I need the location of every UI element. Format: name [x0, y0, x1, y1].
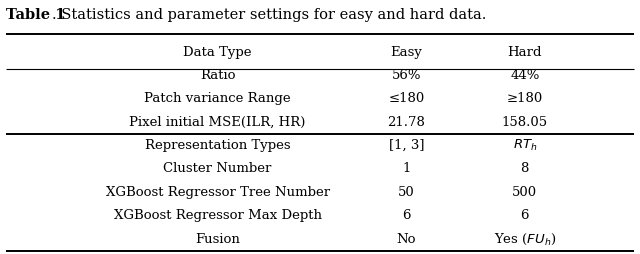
Text: 6: 6 — [402, 209, 411, 222]
Text: 158.05: 158.05 — [502, 116, 548, 129]
Text: 1: 1 — [402, 162, 411, 176]
Text: 8: 8 — [520, 162, 529, 176]
Text: 500: 500 — [512, 186, 538, 199]
Text: ≥180: ≥180 — [507, 92, 543, 105]
Text: ≤180: ≤180 — [388, 92, 424, 105]
Text: Ratio: Ratio — [200, 69, 236, 82]
Text: . Statistics and parameter settings for easy and hard data.: . Statistics and parameter settings for … — [52, 8, 487, 22]
Text: Cluster Number: Cluster Number — [163, 162, 272, 176]
Text: 21.78: 21.78 — [387, 116, 426, 129]
Text: Patch variance Range: Patch variance Range — [144, 92, 291, 105]
Text: Table 1: Table 1 — [6, 8, 66, 22]
Text: Hard: Hard — [508, 45, 542, 59]
Text: XGBoost Regressor Tree Number: XGBoost Regressor Tree Number — [106, 186, 330, 199]
Text: No: No — [397, 232, 416, 246]
Text: $\mathit{RT}_h$: $\mathit{RT}_h$ — [513, 138, 537, 153]
Text: 6: 6 — [520, 209, 529, 222]
Text: 50: 50 — [398, 186, 415, 199]
Text: XGBoost Regressor Max Depth: XGBoost Regressor Max Depth — [114, 209, 322, 222]
Text: Easy: Easy — [390, 45, 422, 59]
Text: Data Type: Data Type — [183, 45, 252, 59]
Text: Pixel initial MSE(ILR, HR): Pixel initial MSE(ILR, HR) — [129, 116, 306, 129]
Text: [1, 3]: [1, 3] — [388, 139, 424, 152]
Text: Representation Types: Representation Types — [145, 139, 291, 152]
Text: Yes ($\mathit{FU}_h$): Yes ($\mathit{FU}_h$) — [493, 231, 556, 247]
Text: 44%: 44% — [510, 69, 540, 82]
Text: 56%: 56% — [392, 69, 421, 82]
Text: Fusion: Fusion — [195, 232, 240, 246]
